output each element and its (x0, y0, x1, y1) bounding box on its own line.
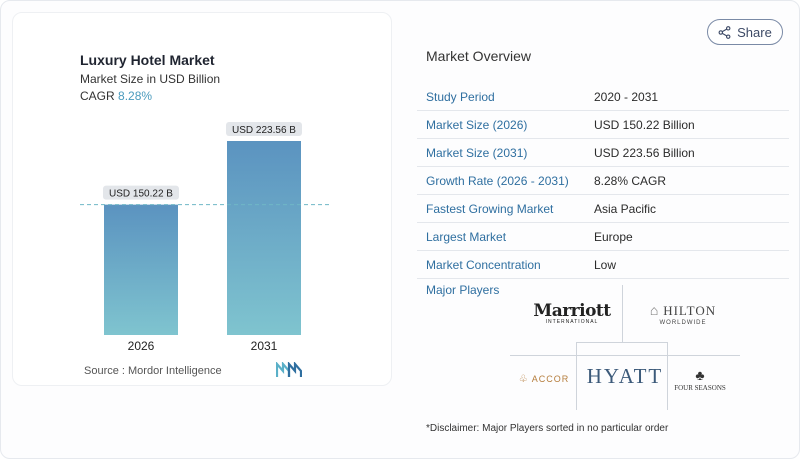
row-value: 8.28% CAGR (594, 174, 667, 188)
four-seasons-tree-icon: ♣ (695, 369, 705, 384)
bar-2026 (104, 204, 178, 335)
cagr-value: 8.28% (118, 89, 153, 103)
cagr-label: CAGR (80, 89, 115, 103)
share-icon (718, 25, 731, 39)
chart-title: Luxury Hotel Market (80, 52, 215, 68)
divider (622, 285, 623, 342)
row-label: Market Size (2031) (426, 146, 528, 160)
hilton-emblem-icon: ⌂ (649, 304, 660, 319)
divider (576, 342, 668, 343)
marriott-logo-text: Marriott (533, 301, 611, 321)
hilton-logo: ⌂ HILTON WORLDWIDE (638, 303, 728, 326)
row-label: Growth Rate (2026 - 2031) (426, 174, 569, 188)
row-value: Europe (594, 230, 633, 244)
hyatt-logo: HYATT (580, 364, 670, 389)
four-seasons-logo-text: FOUR SEASONS (674, 384, 726, 392)
marriott-logo-subtext: INTERNATIONAL (545, 319, 599, 325)
row-label: Fastest Growing Market (426, 202, 554, 216)
major-players-title: Major Players (426, 283, 500, 297)
table-row: Growth Rate (2026 - 2031) 8.28% CAGR (417, 168, 789, 195)
overview-table: Study Period 2020 - 2031 Market Size (202… (417, 84, 789, 280)
row-label: Study Period (426, 90, 495, 104)
bar-chart: USD 150.22 B 2026 USD 223.56 B 2031 (80, 122, 330, 353)
category-label: 2026 (128, 339, 155, 353)
disclaimer-text: *Disclaimer: Major Players sorted in no … (426, 423, 669, 434)
value-label: USD 150.22 B (109, 189, 173, 200)
value-label-bg (226, 122, 302, 136)
accor-logo: ♧ ACCOR (516, 374, 572, 385)
cagr-line: CAGR 8.28% (80, 89, 152, 103)
accor-logo-text: ACCOR (531, 374, 570, 384)
share-button[interactable]: Share (707, 19, 783, 45)
hilton-logo-text: HILTON (663, 303, 717, 318)
divider (510, 355, 740, 356)
row-value: USD 150.22 Billion (594, 118, 695, 132)
table-row: Study Period 2020 - 2031 (417, 84, 789, 111)
value-label: USD 223.56 B (232, 125, 296, 136)
hyatt-logo-text: HYATT (586, 364, 664, 388)
table-row: Fastest Growing Market Asia Pacific (417, 196, 789, 223)
bar-2031 (227, 141, 301, 335)
marriott-logo: Marriott INTERNATIONAL (526, 301, 618, 325)
row-value: Low (594, 258, 617, 272)
source-text: Source : Mordor Intelligence (84, 365, 222, 377)
table-row: Largest Market Europe (417, 224, 789, 251)
table-row: Market Concentration Low (417, 252, 789, 279)
table-row: Market Size (2026) USD 150.22 Billion (417, 112, 789, 139)
overview-title: Market Overview (426, 48, 532, 64)
row-label: Largest Market (426, 230, 507, 244)
share-label: Share (737, 24, 772, 40)
row-label: Market Size (2026) (426, 118, 528, 132)
accor-leaf-icon: ♧ (518, 374, 529, 385)
mordor-intelligence-logo-icon (276, 362, 302, 377)
category-label: 2031 (251, 339, 278, 353)
table-row: Market Size (2031) USD 223.56 Billion (417, 140, 789, 167)
row-value: 2020 - 2031 (594, 90, 659, 104)
row-value: USD 223.56 Billion (594, 146, 695, 160)
row-label: Market Concentration (426, 258, 541, 272)
hilton-logo-subtext: WORLDWIDE (659, 320, 707, 326)
divider (667, 342, 668, 410)
value-label-bg (103, 185, 179, 200)
row-value: Asia Pacific (594, 202, 657, 216)
major-players-logos: Marriott INTERNATIONAL ⌂ HILTON WORLDWIDE… (510, 285, 740, 410)
divider (576, 342, 577, 410)
four-seasons-logo: ♣ FOUR SEASONS (670, 369, 730, 393)
chart-subtitle: Market Size in USD Billion (80, 72, 221, 86)
chart-card (12, 12, 392, 386)
